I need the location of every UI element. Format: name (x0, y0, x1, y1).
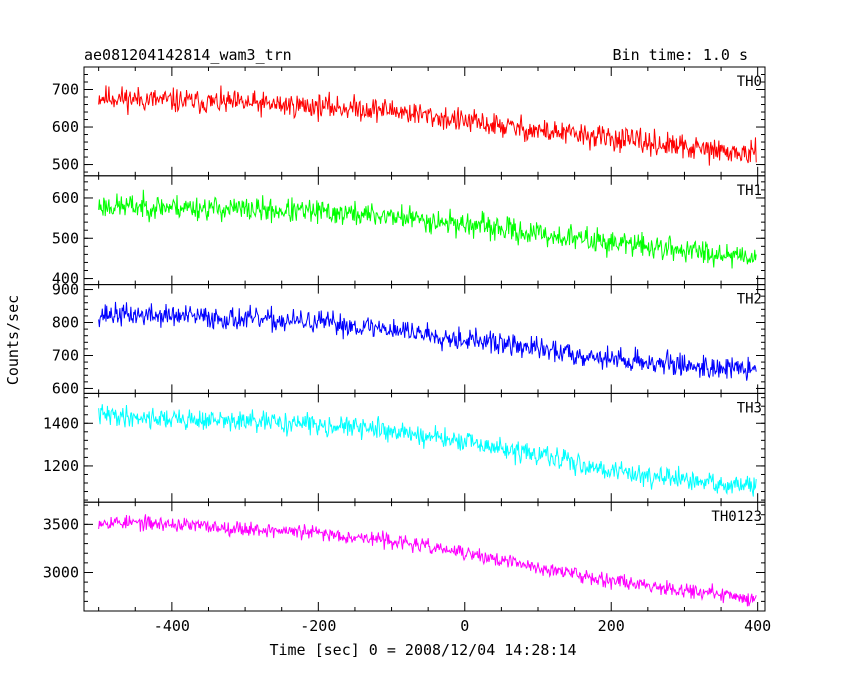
y-tick-label: 400 (52, 270, 79, 288)
panel-th0: 500 600 700 TH0 (52, 66, 766, 177)
panel-th1: 400 500 600 TH1 (52, 175, 766, 288)
series-th0123 (98, 514, 757, 607)
x-tick-label: 400 (744, 617, 771, 635)
y-tick-label: 3500 (43, 515, 79, 533)
bin-time-label: Bin time: 1.0 s (613, 46, 748, 64)
y-tick-label: 800 (52, 314, 79, 332)
x-axis-title: Time [sec] 0 = 2008/12/04 14:28:14 (269, 641, 576, 659)
y-tick-label: 3000 (43, 563, 79, 581)
series-th3 (98, 404, 757, 497)
panel-label: TH2 (737, 292, 762, 308)
x-tick-label: 200 (598, 617, 625, 635)
panel-label: TH0123 (711, 509, 762, 525)
y-tick-label: 600 (52, 379, 79, 397)
x-tick-label: -200 (300, 617, 336, 635)
y-tick-label: 700 (52, 346, 79, 364)
y-tick-label: 500 (52, 156, 79, 174)
series-th1 (98, 189, 757, 269)
y-tick-label: 600 (52, 189, 79, 207)
y-axis-title: Counts/sec (4, 295, 22, 385)
panel-frame (83, 501, 766, 612)
y-tick-label: 600 (52, 118, 79, 136)
series-th0 (98, 85, 757, 166)
y-tick-label: 1200 (43, 457, 79, 475)
panel-frame (83, 175, 766, 286)
panel-label: TH1 (737, 183, 762, 199)
series-th2 (98, 301, 757, 381)
panel-th0123: 3000 3500 TH0123 (43, 501, 766, 612)
panel-th3: 1200 1400 TH3 (43, 392, 766, 503)
y-tick-label: 700 (52, 81, 79, 99)
panel-label: TH0 (737, 74, 762, 90)
panel-label: TH3 (737, 400, 762, 416)
x-tick-labels: -400 -200 0 200 400 (154, 617, 771, 635)
panels-group: 500 600 700 TH0 400 500 600 TH1 600 700 800 900 TH2 1… (43, 66, 766, 612)
x-tick-label: -400 (154, 617, 190, 635)
chart-title: ae081204142814_wam3_trn (84, 46, 292, 64)
panel-frame (83, 392, 766, 503)
x-tick-label: 0 (460, 617, 469, 635)
y-tick-label: 500 (52, 229, 79, 247)
panel-th2: 600 700 800 900 TH2 (52, 281, 766, 397)
y-tick-label: 1400 (43, 414, 79, 432)
y-tick-label: 900 (52, 281, 79, 299)
panel-frame (83, 284, 766, 394)
panel-frame (83, 66, 766, 177)
